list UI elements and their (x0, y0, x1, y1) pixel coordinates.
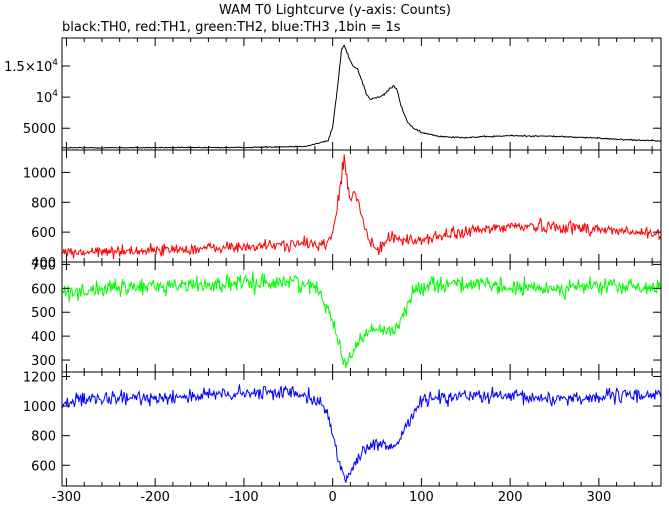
x-tick-label: 0 (329, 490, 337, 505)
series-line-th3 (62, 384, 661, 483)
x-tick-label: 300 (586, 490, 611, 505)
panel-frame (61, 149, 662, 263)
x-tick-label: 200 (498, 490, 523, 505)
x-tick-label: 100 (409, 490, 434, 505)
y-tick-label: 300 (31, 354, 56, 369)
series-line-th2 (62, 271, 661, 369)
y-tick-label: 700 (31, 258, 56, 273)
series-line-th0 (62, 44, 661, 149)
y-tick-label: 400 (31, 330, 56, 345)
panel-th1: 400 600 800 1000 (23, 149, 662, 271)
panel-th3: 600 800 1000 1200 (23, 370, 662, 487)
y-tick-label: 600 (31, 282, 56, 297)
y-tick-label: 1000 (23, 166, 56, 181)
x-tick-label: -100 (229, 490, 259, 505)
chart-title: WAM T0 Lightcurve (y-axis: Counts) (219, 3, 451, 18)
x-tick-label: -300 (52, 490, 82, 505)
y-tick-label: 104 (36, 89, 59, 106)
y-tick-label: 1200 (23, 370, 56, 385)
y-tick-label: 5000 (23, 122, 56, 137)
y-tick-label: 500 (31, 306, 56, 321)
series-line-th1 (62, 154, 661, 260)
x-axis: -300 -200 -100 0 100 200 300 (52, 490, 612, 505)
y-tick-label: 800 (31, 430, 56, 445)
panel-th2: 300 400 500 600 700 (31, 258, 662, 373)
y-tick-label: 800 (31, 196, 56, 211)
y-tick-label: 1000 (23, 400, 56, 415)
y-tick-label: 600 (31, 226, 56, 241)
chart-subtitle: black:TH0, red:TH1, green:TH2, blue:TH3 … (62, 20, 401, 35)
panel-frame (61, 37, 662, 151)
panels-group: 5000 104 1.5×104 400 600 800 1000 300 400 500 600 7… (4, 37, 662, 487)
panel-frame (61, 371, 662, 487)
y-tick-label: 400 (31, 256, 56, 271)
x-tick-label: -200 (140, 490, 170, 505)
y-tick-label: 1.5×104 (4, 58, 58, 75)
panel-frame (61, 261, 662, 373)
y-tick-label: 600 (31, 459, 56, 474)
panel-th0: 5000 104 1.5×104 (4, 37, 662, 151)
